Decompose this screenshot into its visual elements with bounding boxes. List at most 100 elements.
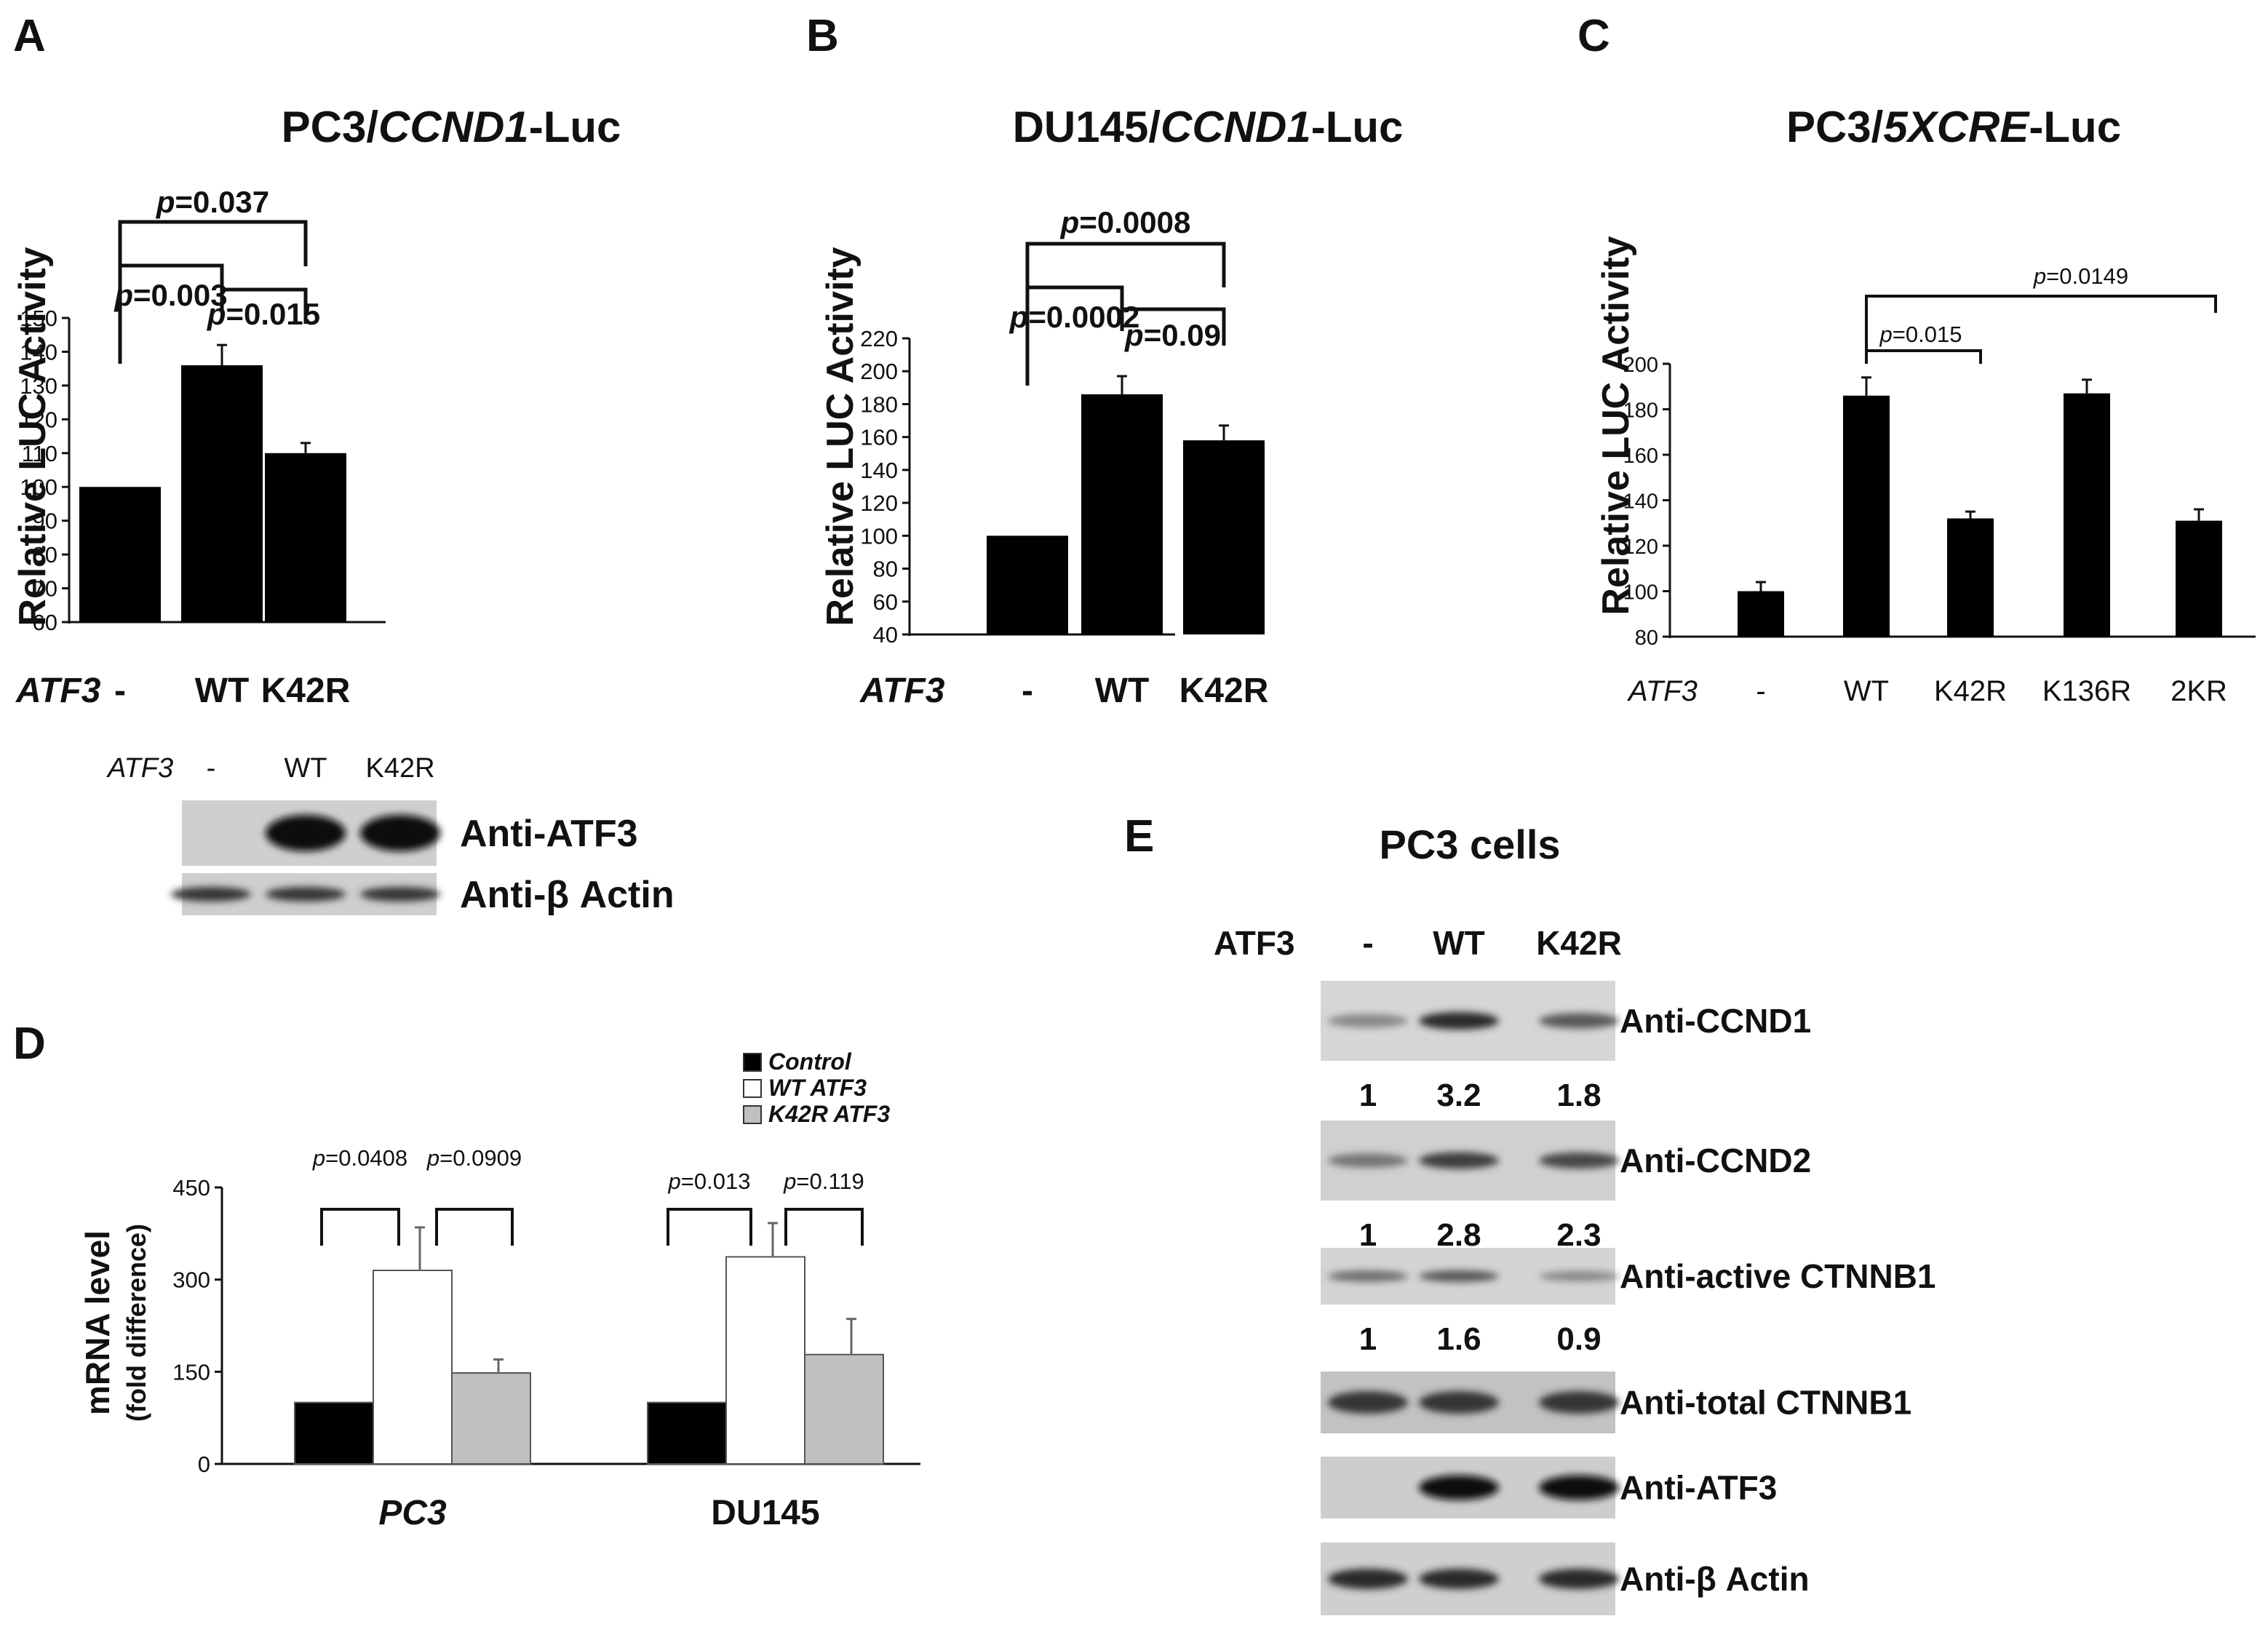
blot-a: ATF3 Anti-ATF3 Anti-β Actin - WT K42R [106,753,675,916]
x-category-none: - [1022,672,1033,710]
y-tick-label: 200 [1623,354,1658,377]
band-anti-active-ctnnb1-none [1328,1270,1408,1282]
band-anti-ccnd1-none [1328,1014,1408,1028]
blot-e-factor-label: ATF3 [1214,924,1295,962]
blot-e: PC3 cells ATF3 Anti-CCND1 1 3.2 1.8 Anti-CCN… [1214,821,1936,1615]
x-category-none: - [114,672,126,710]
x-category-k42r: K42R [261,672,351,710]
bar-du145-wt-atf3 [725,1256,805,1465]
legend-swatch-control [743,1053,762,1072]
band-anti-ccnd2-wt [1419,1152,1499,1169]
band-anti-actin-wt [1419,1569,1499,1589]
band-anti-ccnd1-k42r [1539,1013,1619,1029]
y-tick-label: 180 [860,391,898,417]
significance-bracket [1865,295,2217,364]
chart-a-title: PC3/CCND1-Luc [282,103,621,151]
p-value-label: p=0.003 [114,278,227,312]
lane-label-k42r: K42R [365,753,434,784]
blot-row-label: Anti-β Actin [1620,1560,1810,1598]
y-tick-label: 0 [198,1452,210,1477]
p-value-label: p=0.0408 [312,1145,407,1171]
chart-b-y-axis-label: Relative LUC Activity [819,247,862,626]
y-tick-label: 120 [860,490,898,516]
lane-label-wt: WT [284,753,327,784]
bar-k42r [1183,440,1265,634]
p-value-label: p=0.09 [1124,318,1221,352]
band-quantification: 1 [1359,1321,1377,1357]
p-value-label: p=0.015 [1879,322,1962,347]
blot-row-label: Anti-ATF3 [460,813,638,855]
band-quantification: 1.6 [1436,1321,1481,1357]
p-value-label: p=0.037 [156,185,269,219]
y-tick-label: 140 [1623,490,1658,514]
y-tick-label: 80 [33,542,57,568]
y-tick-label: 150 [20,306,57,331]
bar-pc3-control [294,1401,374,1465]
y-tick-label: 80 [873,557,898,582]
p-value-label: p=0.015 [207,297,320,331]
lane-label-k42r: K42R [1536,924,1622,962]
bar-pc3-wt-atf3 [373,1270,453,1465]
p-value-label: p=0.0149 [2033,263,2128,289]
y-tick-label: 200 [860,359,898,384]
chart-c-title: PC3/5XCRE-Luc [1786,103,2121,151]
x-category-k42r: K42R [1934,675,2007,707]
blot-a-factor-label: ATF3 [106,753,173,784]
bar-wt [1843,395,1890,637]
p-value-label: p=0.0909 [426,1145,522,1171]
legend-label-wt-atf3: WT ATF3 [768,1075,867,1101]
band-anti-total-ctnnb1-none [1328,1391,1408,1414]
band-anti-atf3-k42r [360,815,440,851]
legend-label-k42r-atf3: K42R ATF3 [768,1101,890,1127]
y-tick-label: 120 [20,407,57,432]
y-tick-label: 450 [172,1175,210,1201]
panel-label-b: B [806,11,839,61]
significance-bracket [118,220,308,364]
band-anti-atf3-wt [1419,1475,1499,1500]
y-tick-label: 160 [1623,445,1658,468]
bar-2kr [2176,520,2222,637]
band-anti-ccnd1-wt [1419,1011,1499,1030]
y-tick-label: 300 [172,1267,210,1293]
y-tick-label: 130 [20,373,57,399]
y-tick-label: 80 [1635,626,1658,650]
band-anti-actin-none [1328,1569,1408,1589]
band-anti-atf3-k42r [1539,1475,1619,1500]
x-category-k42r: K42R [1179,672,1269,710]
chart-c-y-axis-label: Relative LUC Activity [1595,236,1637,615]
y-tick-label: 110 [22,441,57,466]
bar-k42r [265,453,346,622]
band-anti-active-ctnnb1-k42r [1539,1270,1619,1282]
y-tick-label: 220 [860,326,898,351]
y-tick-label: 160 [860,425,898,450]
significance-bracket [784,1208,864,1246]
y-tick-label: 60 [33,610,57,635]
x-category-du145: DU145 [711,1494,819,1532]
bar-none [79,487,161,622]
significance-bracket [320,1208,400,1246]
bar-none [987,536,1068,634]
chart-c-factor-label: ATF3 [1627,675,1698,707]
panel-label-c: C [1577,11,1610,61]
band-anti-total-ctnnb1-k42r [1539,1391,1619,1414]
bar-none [1738,591,1784,637]
y-tick-label: 100 [860,523,898,549]
y-tick-label: 120 [1623,536,1658,559]
p-value-label: p=0.0008 [1060,205,1191,239]
band-anti-atf3-wt [266,815,346,851]
x-category-wt: WT [1095,672,1150,710]
blot-row-label: Anti-active CTNNB1 [1620,1257,1936,1295]
chart-a-pc3-ccnd1-luc: PC3/CCND1-Luc Relative LUC Activity ATF3… [12,103,621,710]
significance-bracket [220,287,308,324]
band-anti-actin-wt [266,886,346,902]
bar-pc3-k42r-atf3 [451,1372,531,1465]
lane-label-wt: WT [1433,924,1485,962]
x-category-k136r: K136R [2042,675,2131,707]
band-anti-active-ctnnb1-wt [1419,1270,1499,1283]
legend-label-control: Control [768,1048,852,1075]
x-category-wt: WT [1844,675,1889,707]
lane-label-none: - [207,753,216,784]
y-tick-label: 140 [20,339,57,365]
blot-row-label: Anti-CCND2 [1620,1142,1811,1179]
chart-a-factor-label: ATF3 [15,672,101,710]
